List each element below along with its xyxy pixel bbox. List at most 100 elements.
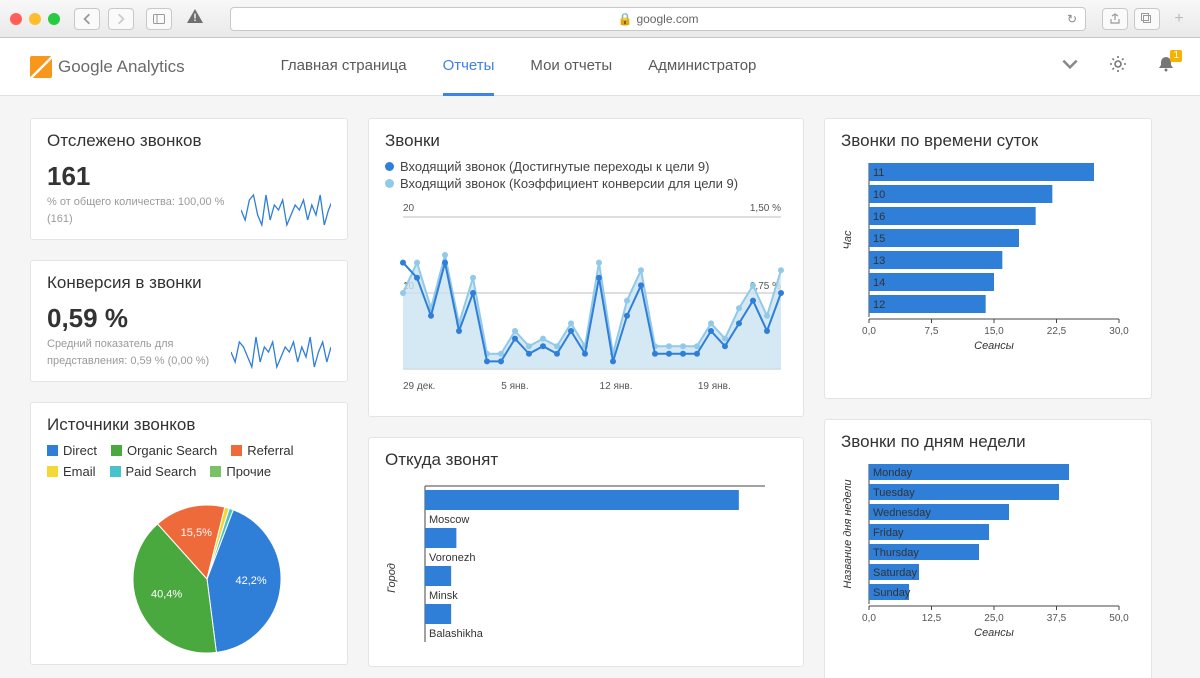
tracked-sparkline	[241, 193, 331, 227]
svg-text:16: 16	[873, 211, 885, 223]
svg-text:Название дня недели: Название дня недели	[842, 479, 854, 588]
legend-item: Paid Search	[110, 464, 197, 479]
ga-brand-text: Google Analytics	[58, 57, 185, 77]
svg-text:Сеансы: Сеансы	[974, 340, 1014, 352]
close-window-icon[interactable]	[10, 13, 22, 25]
svg-text:Friday: Friday	[873, 527, 904, 539]
svg-text:15,0: 15,0	[984, 326, 1004, 337]
ga-logo[interactable]: Google Analytics	[30, 56, 185, 78]
ga-header: Google Analytics Главная страница Отчеты М…	[0, 38, 1200, 96]
card-title: Конверсия в звонки	[47, 273, 331, 293]
address-bar[interactable]: 🔒 google.com ↻	[230, 7, 1086, 31]
card-title: Откуда звонят	[385, 450, 787, 470]
svg-text:20: 20	[403, 203, 415, 214]
svg-text:Tuesday: Tuesday	[873, 487, 915, 499]
svg-text:1,50 %: 1,50 %	[750, 203, 781, 214]
new-tab-button[interactable]: +	[1168, 10, 1190, 28]
svg-text:Saturday: Saturday	[873, 567, 918, 579]
maximize-window-icon[interactable]	[48, 13, 60, 25]
ga-nav-tabs: Главная страница Отчеты Мои отчеты Админист…	[281, 38, 757, 95]
card-from-where: Откуда звонят ГородMoscowVoronezhMinskBa…	[368, 437, 804, 667]
svg-text:Moscow: Moscow	[429, 514, 469, 526]
svg-text:0,0: 0,0	[862, 326, 876, 337]
svg-text:Wednesday: Wednesday	[873, 507, 931, 519]
by-day-chart: Название дня недели Monday Tuesday Wednesda…	[841, 460, 1137, 670]
card-by-day: Звонки по дням недели Название дня недел…	[824, 419, 1152, 678]
svg-text:0,0: 0,0	[862, 613, 876, 624]
card-conversion: Конверсия в звонки 0,59 % Средний показа…	[30, 260, 348, 382]
minimize-window-icon[interactable]	[29, 13, 41, 25]
card-by-hour: Звонки по времени суток Час1110161513141…	[824, 118, 1152, 399]
card-tracked-calls: Отслежено звонков 161 % от общего количе…	[30, 118, 348, 240]
svg-text:Voronezh: Voronezh	[429, 552, 475, 564]
dashboard: Отслежено звонков 161 % от общего количе…	[0, 96, 1200, 678]
tracked-value: 161	[47, 161, 233, 192]
reload-icon[interactable]: ↻	[1067, 12, 1077, 26]
card-title: Звонки	[385, 131, 787, 151]
card-title: Отслежено звонков	[47, 131, 331, 151]
svg-text:19 янв.: 19 янв.	[698, 381, 731, 392]
warning-icon	[186, 8, 204, 29]
svg-text:30,0: 30,0	[1109, 326, 1129, 337]
nav-tab[interactable]: Главная страница	[281, 38, 407, 95]
svg-text:12 янв.: 12 янв.	[600, 381, 633, 392]
by-hour-chart: Час111016151314120,07,515,022,530,0Сеанс…	[841, 159, 1137, 381]
svg-text:Minsk: Minsk	[429, 590, 458, 602]
conversion-sub2: представления: 0,59 % (0,00 %)	[47, 355, 209, 367]
back-button[interactable]	[74, 8, 100, 30]
legend-item: Referral	[231, 443, 293, 458]
svg-text:13: 13	[873, 255, 885, 267]
calls-line-chart: 20101,50 %0,75 %29 дек.5 янв.12 янв.19 я…	[385, 193, 789, 399]
legend-item: Прочие	[210, 464, 271, 479]
card-title: Звонки по времени суток	[841, 131, 1135, 151]
lock-icon: 🔒	[618, 12, 633, 26]
svg-text:42,2%: 42,2%	[235, 575, 266, 587]
from-where-chart: ГородMoscowVoronezhMinskBalashikha	[385, 478, 789, 656]
sources-legend: Direct Organic Search Referral Email Paid Se…	[47, 443, 331, 479]
tabs-button[interactable]	[1134, 8, 1160, 30]
forward-button[interactable]	[108, 8, 134, 30]
svg-text:25,0: 25,0	[984, 613, 1004, 624]
account-dropdown-icon[interactable]	[1060, 54, 1080, 79]
svg-text:Sunday: Sunday	[873, 587, 911, 599]
nav-tab[interactable]: Отчеты	[443, 38, 495, 96]
card-sources: Источники звонков Direct Organic Search Re…	[30, 402, 348, 665]
notifications-badge: 1	[1170, 50, 1182, 62]
svg-text:Сеансы: Сеансы	[974, 627, 1014, 639]
svg-text:5 янв.: 5 янв.	[501, 381, 528, 392]
svg-text:15,5%: 15,5%	[181, 527, 212, 539]
sidebar-toggle-button[interactable]	[146, 8, 172, 30]
conversion-value: 0,59 %	[47, 303, 209, 334]
legend-item: Organic Search	[111, 443, 217, 458]
svg-text:Monday: Monday	[873, 467, 913, 479]
conversion-sub1: Средний показатель для	[47, 338, 173, 350]
share-button[interactable]	[1102, 8, 1128, 30]
notifications-bell-icon[interactable]: 1	[1156, 54, 1176, 79]
svg-text:12: 12	[873, 299, 885, 311]
sources-pie-chart: 42,2%40,4%15,5%	[47, 479, 333, 659]
legend-item: Email	[47, 464, 96, 479]
svg-text:Час: Час	[842, 230, 854, 250]
browser-chrome: 🔒 google.com ↻ +	[0, 0, 1200, 38]
nav-tab[interactable]: Администратор	[648, 38, 756, 95]
svg-text:Город: Город	[386, 563, 398, 593]
svg-text:12,5: 12,5	[922, 613, 942, 624]
settings-gear-icon[interactable]	[1108, 54, 1128, 79]
svg-text:15: 15	[873, 233, 885, 245]
card-title: Звонки по дням недели	[841, 432, 1135, 452]
legend-item: Входящий звонок (Коэффициент конверсии д…	[385, 176, 787, 191]
svg-text:Thursday: Thursday	[873, 547, 919, 559]
svg-text:22,5: 22,5	[1047, 326, 1067, 337]
conversion-sparkline	[231, 335, 331, 369]
svg-text:14: 14	[873, 277, 885, 289]
svg-text:37,5: 37,5	[1047, 613, 1067, 624]
legend-item: Входящий звонок (Достигнутые переходы к …	[385, 159, 787, 174]
ga-logo-icon	[30, 56, 52, 78]
svg-text:29 дек.: 29 дек.	[403, 381, 435, 392]
url-text: google.com	[636, 12, 698, 26]
tracked-subtitle: % от общего количества: 100,00 % (161)	[47, 194, 233, 227]
legend-item: Direct	[47, 443, 97, 458]
svg-text:7,5: 7,5	[925, 326, 939, 337]
nav-tab[interactable]: Мои отчеты	[530, 38, 612, 95]
card-title: Источники звонков	[47, 415, 331, 435]
